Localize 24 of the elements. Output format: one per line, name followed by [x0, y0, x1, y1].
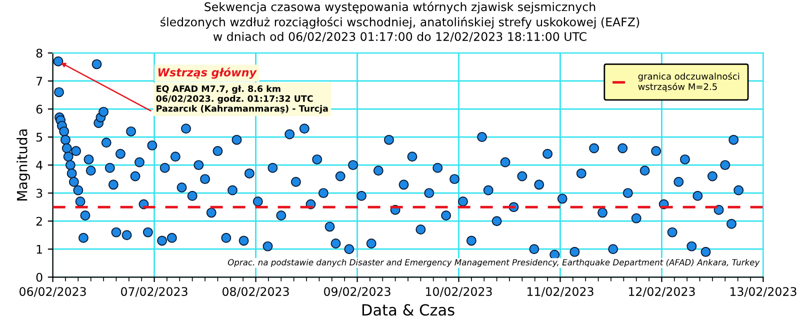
x-tick-label: 06/02/2023	[20, 287, 86, 297]
x-tick-label: 12/02/2023	[628, 287, 695, 297]
chart-title: Sekwencja czasowa występowania wtórnych zjawisk sejsmicznych śledzonych wzdłuż rozciągłości wschodniej, anatolińskiej strefy uskokowej (EAFZ) w dniach od 06/02/2023 01:17:00 do 12/02/2023 18:11:00 UTC	[160, 2, 640, 42]
y-tick-label: 4	[36, 160, 42, 170]
x-tick-label: 13/02/2023	[730, 287, 796, 297]
y-tick-label: 2	[36, 216, 42, 226]
annotation: Oprac. na podstawie danych Disaster and Emergency Management Presidency, Earthquake Department (AFAD) Ankara, Turkey	[228, 258, 760, 268]
annotation: Wstrząs główny	[158, 67, 257, 79]
y-tick-label: 5	[36, 132, 42, 142]
y-tick-label: 7	[36, 76, 42, 86]
x-axis-title: Data & Czas	[362, 304, 454, 316]
y-tick-label: 8	[36, 48, 42, 58]
x-tick-label: 10/02/2023	[426, 287, 492, 297]
x-tick-label: 09/02/2023	[324, 287, 390, 297]
y-axis-title: Magnituda	[16, 130, 30, 200]
y-tick-label: 6	[36, 104, 42, 114]
x-tick-label: 08/02/2023	[222, 287, 289, 297]
legend-label: granica odczuwalności wstrząsów M=2.5	[638, 72, 740, 92]
y-tick-label: 0	[36, 272, 42, 282]
annotation: EQ AFAD M7.7, gł. 8.6 km 06/02/2023. godz. 01:17:32 UTC Pazarcık (Kahramanmaraş) - Turcja	[156, 85, 328, 114]
y-tick-label: 1	[36, 244, 42, 254]
y-tick-label: 3	[36, 188, 42, 198]
x-tick-label: 07/02/2023	[121, 287, 188, 297]
x-tick-label: 11/02/2023	[528, 287, 594, 297]
